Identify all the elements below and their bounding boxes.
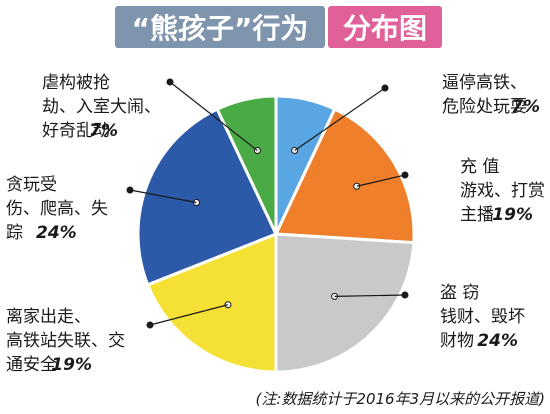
slice-label-6-line-1: 虐构被抢 [42,73,110,93]
slice-label-4-line-2: 高铁站失联、交 [6,331,125,351]
title-left-text: “熊孩子”行为 [132,12,309,45]
slice-label-2-line-1: 充 值 [460,157,499,177]
leader-end-dot-1 [381,84,389,92]
leader-lines [126,78,409,329]
leader-end-dot-2 [401,171,409,179]
slice-label-6-line-3: 好奇乱动 [42,121,110,141]
pie-slice-5 [136,107,279,287]
pie-slice-3 [274,232,416,374]
slice-percent-6: 7% [89,121,118,141]
pie-chart [136,94,416,374]
leader-end-dot-6 [166,78,174,86]
slice-label-2-line-2: 游戏、打赏 [460,181,545,201]
leader-end-dot-5 [126,186,134,194]
slice-percent-2: 19% [492,205,533,225]
slice-label-4-line-3: 通安全 [6,355,57,375]
leader-end-dot-4 [146,321,154,329]
slice-label-5-line-3: 踪 [6,223,23,243]
slice-percent-5: 24% [36,223,77,243]
leader-line-5 [129,189,197,204]
slice-label-2-line-3: 主播 [460,205,494,225]
leader-line-2 [356,174,406,187]
leader-line-1 [294,87,386,151]
slice-label-1-line-1: 逼停高铁、 [442,73,527,93]
slice-label-4-line-1: 离家出走、 [6,307,91,327]
leader-line-6 [169,81,258,151]
slice-label-1-line-2: 危险处玩耍 [442,97,527,117]
slice-label-6-line-2: 劫、入室大闹、 [42,97,161,117]
slice-percent-4: 19% [51,355,92,375]
slice-label-3-line-1: 盗 窃 [440,283,479,303]
slice-label-5-line-1: 贪玩受 [6,175,57,195]
leader-line-3 [334,294,406,297]
pie-slice-2 [273,107,416,245]
slice-percent-3: 24% [477,331,518,351]
title-right-text: 分布图 [343,12,427,45]
leader-line-4 [149,304,229,326]
title-right-banner [328,6,442,48]
pie-slice-4 [145,231,278,374]
title-left-banner [115,6,325,48]
slice-label-5-line-2: 伤、爬高、失 [6,199,108,219]
footnote: (注:数据统计于2016年3月以来的公开报道) [256,390,545,408]
slice-percent-1: 7% [511,97,540,117]
chart-title: “熊孩子”行为 分布图 [115,6,442,48]
slice-label-3-line-3: 财物 [440,331,474,351]
leader-end-dot-3 [401,291,409,299]
slice-label-3-line-2: 钱财、毁坏 [440,307,525,327]
